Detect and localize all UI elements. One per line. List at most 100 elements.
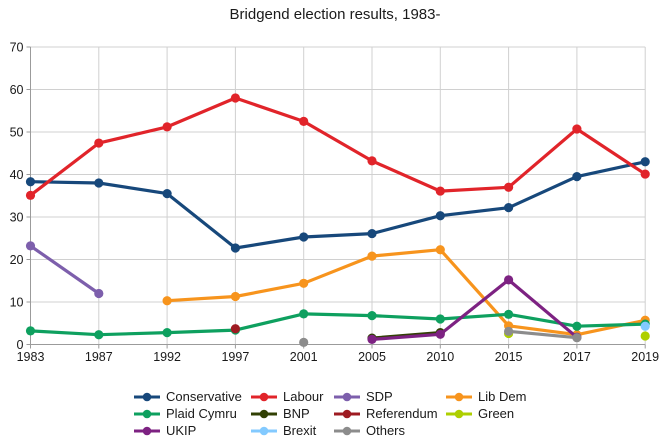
chart-title: Bridgend election results, 1983-	[229, 6, 441, 23]
data-point	[640, 157, 650, 167]
legend-item-others: Others	[333, 424, 405, 438]
data-point	[162, 122, 172, 132]
legend-label: Labour	[283, 389, 324, 404]
legend-item-bnp: BNP	[250, 407, 310, 421]
legend-label: Green	[478, 406, 515, 421]
legend-marker-icon	[134, 409, 160, 419]
x-tick-label: 2017	[563, 350, 591, 364]
legend-marker-icon	[334, 392, 360, 402]
data-point	[435, 329, 445, 339]
data-point	[640, 331, 650, 341]
data-point	[504, 275, 514, 285]
series-line	[28, 312, 647, 337]
data-point	[504, 203, 514, 213]
legend-marker-icon	[446, 409, 472, 419]
series-line	[165, 248, 647, 337]
data-point	[572, 172, 582, 182]
axis-labels: 0 10 20 30 40 50 60 70 1983 1987 1992 1997 2001 2005 2…	[10, 40, 660, 364]
x-tick-label: 2010	[426, 350, 454, 364]
legend-label: UKIP	[166, 423, 197, 438]
data-point	[94, 138, 104, 148]
data-point	[299, 278, 309, 288]
y-tick-label: 70	[10, 40, 24, 54]
legend-item-sdp: SDP	[333, 390, 393, 404]
data-point	[25, 177, 36, 187]
x-tick-label: 2005	[358, 350, 386, 364]
x-tick-label: 1983	[17, 350, 45, 364]
legend-item-lib-dem: Lib Dem	[445, 390, 526, 404]
legend-item-brexit: Brexit	[250, 424, 316, 438]
series-referendum	[230, 324, 240, 334]
data-point	[25, 241, 36, 251]
legend-label: Plaid Cymru	[166, 406, 237, 421]
series-line	[28, 160, 647, 250]
data-point	[94, 288, 104, 299]
data-point	[299, 309, 309, 319]
legend-marker-icon	[251, 409, 277, 419]
data-point	[94, 178, 104, 188]
data-point	[435, 211, 445, 221]
legend-item-referendum: Referendum	[333, 407, 438, 421]
series-line	[28, 244, 101, 296]
y-tick-label: 40	[10, 168, 24, 182]
data-point	[504, 309, 514, 319]
data-point	[367, 311, 377, 321]
legend-label: Referendum	[366, 406, 438, 421]
series-plaid-cymru	[25, 309, 650, 340]
y-tick-label: 10	[10, 295, 24, 309]
series-line	[28, 96, 647, 197]
series-lib-dem	[162, 245, 650, 340]
legend-label: BNP	[283, 406, 310, 421]
data-point	[162, 328, 172, 338]
data-point	[572, 321, 582, 331]
legend-marker-icon	[334, 426, 360, 436]
x-tick-label: 2019	[631, 350, 659, 364]
legend-item-plaid-cymru: Plaid Cymru	[133, 407, 237, 421]
data-point	[435, 314, 445, 324]
legend-item-green: Green	[445, 407, 514, 421]
legend-item-ukip: UKIP	[133, 424, 196, 438]
data-point	[367, 251, 377, 261]
data-point	[230, 291, 240, 302]
legend-marker-icon	[134, 392, 160, 402]
series-sdp	[25, 241, 104, 299]
data-point	[162, 296, 172, 306]
series-labour	[25, 93, 650, 200]
legend-label: SDP	[366, 389, 393, 404]
legend-marker-icon	[446, 392, 472, 402]
x-tick-label: 1997	[221, 350, 249, 364]
y-tick-label: 0	[17, 338, 24, 352]
data-point	[230, 93, 240, 103]
legend-marker-icon	[251, 426, 277, 436]
data-point	[640, 321, 650, 331]
data-point	[367, 334, 377, 344]
data-point	[299, 337, 309, 347]
data-point	[299, 232, 309, 242]
data-point	[94, 330, 104, 340]
x-tick-label: 1992	[153, 350, 181, 364]
data-point	[299, 116, 309, 126]
series-others	[299, 326, 582, 347]
y-tick-label: 30	[10, 210, 24, 224]
data-point	[504, 326, 514, 336]
data-point	[367, 228, 377, 239]
legend-label: Brexit	[283, 423, 317, 438]
legend-label: Lib Dem	[478, 389, 527, 404]
data-point	[640, 169, 650, 179]
data-point	[572, 124, 582, 134]
legend-marker-icon	[334, 409, 360, 419]
series-line	[507, 329, 579, 340]
data-point	[25, 190, 36, 200]
gridlines	[30, 46, 646, 345]
legend-marker-icon	[134, 426, 160, 436]
y-tick-label: 50	[10, 125, 24, 139]
legend-label: Conservative	[166, 389, 242, 404]
x-tick-label: 1987	[85, 350, 113, 364]
legend-item-conservative: Conservative	[133, 390, 242, 404]
series-brexit	[640, 321, 650, 331]
data-point	[435, 186, 445, 196]
data-point	[367, 156, 377, 166]
data-point	[230, 324, 240, 334]
data-point	[162, 189, 172, 199]
